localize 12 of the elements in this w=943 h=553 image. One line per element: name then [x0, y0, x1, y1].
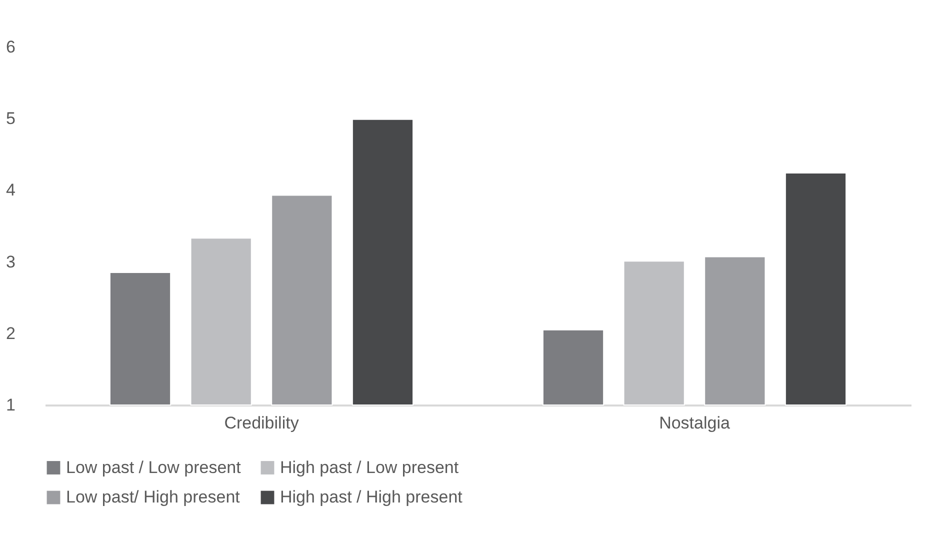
- y-tick-label: 4: [6, 180, 16, 200]
- legend-label: Low past/ High present: [66, 488, 240, 506]
- y-tick-label: 6: [6, 38, 16, 56]
- y-tick-label: 2: [6, 324, 16, 343]
- legend-label: High past / High present: [280, 488, 463, 506]
- legend-label: High past / Low present: [280, 458, 459, 477]
- x-tick-label: Credibility: [224, 414, 300, 432]
- legend-label: Low past / Low present: [66, 458, 242, 477]
- y-tick-label: 5: [6, 109, 16, 128]
- y-tick-label: 3: [6, 252, 16, 272]
- y-tick-label: 1: [6, 396, 16, 414]
- x-tick-label: Nostalgia: [659, 414, 730, 432]
